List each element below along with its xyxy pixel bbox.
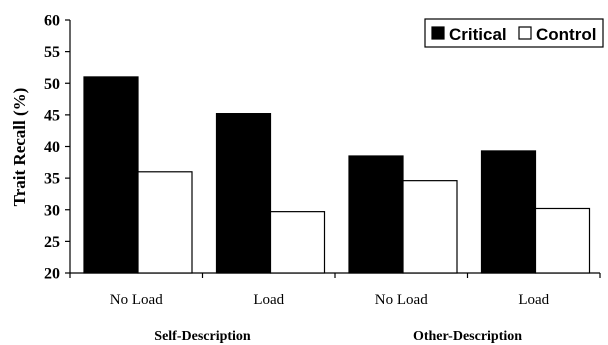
y-tick-label: 30 bbox=[44, 202, 60, 219]
legend-swatch-control bbox=[518, 26, 532, 40]
y-axis-ticks: 20 25 30 35 40 45 50 55 60 bbox=[44, 13, 70, 283]
bars bbox=[83, 76, 591, 274]
bar-critical bbox=[215, 113, 272, 274]
y-tick-label: 55 bbox=[44, 44, 60, 61]
legend: Critical Control bbox=[424, 18, 604, 48]
bar-control bbox=[137, 171, 193, 274]
bar-control bbox=[534, 207, 591, 274]
bar-control bbox=[269, 211, 326, 274]
legend-label-critical: Critical bbox=[449, 25, 507, 44]
y-tick-label: 35 bbox=[44, 171, 60, 188]
bar-control bbox=[402, 180, 458, 274]
bar-critical bbox=[480, 150, 537, 274]
category-labels: No Load Load No Load Load bbox=[110, 292, 550, 308]
y-tick-label: 60 bbox=[44, 13, 60, 30]
y-tick-label: 45 bbox=[44, 107, 60, 124]
x-tick-label: Load bbox=[518, 292, 549, 308]
legend-label-control: Control bbox=[536, 25, 596, 44]
bar-critical bbox=[83, 76, 139, 274]
y-tick-label: 50 bbox=[44, 76, 60, 93]
x-tick-label: No Load bbox=[375, 292, 428, 308]
y-tick-label: 40 bbox=[44, 139, 60, 156]
group-labels: Self-Description Other-Description bbox=[154, 329, 522, 344]
group-label: Other-Description bbox=[413, 329, 522, 344]
legend-box bbox=[424, 18, 604, 48]
bar-critical bbox=[348, 155, 404, 274]
group-label: Self-Description bbox=[154, 329, 251, 344]
y-axis-label: Trait Recall (%) bbox=[10, 88, 29, 207]
y-tick-label: 20 bbox=[44, 266, 60, 283]
x-tick-label: No Load bbox=[110, 292, 163, 308]
y-tick-label: 25 bbox=[44, 234, 60, 251]
legend-swatch-critical bbox=[431, 26, 445, 40]
x-tick-label: Load bbox=[253, 292, 284, 308]
